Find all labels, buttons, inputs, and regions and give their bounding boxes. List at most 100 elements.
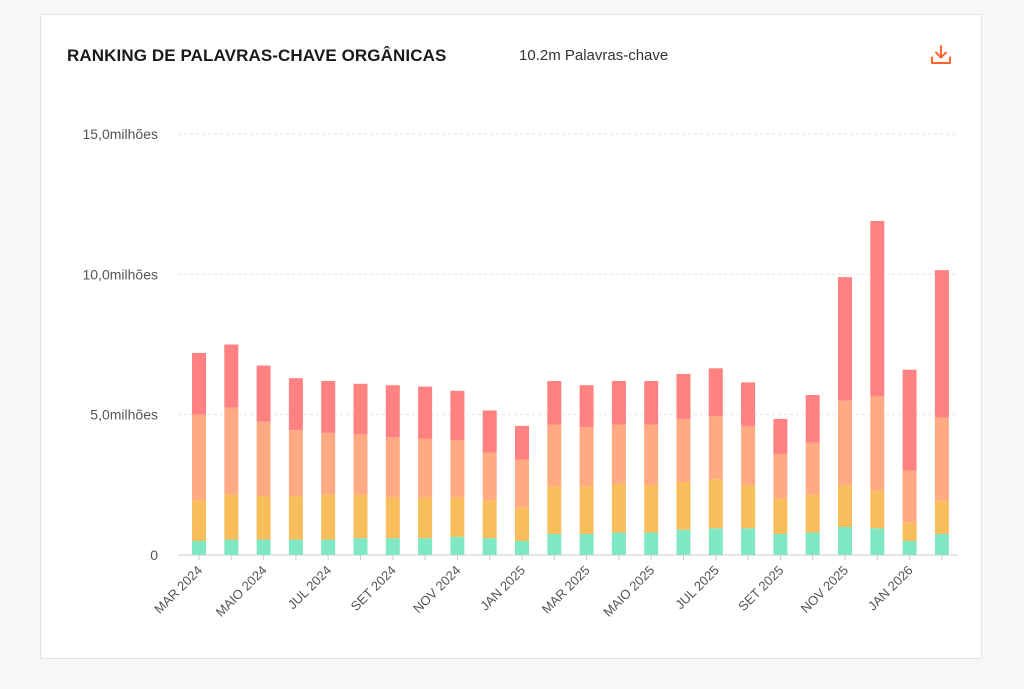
bar-segment[interactable] <box>644 484 659 533</box>
bar-stack[interactable] <box>288 378 303 555</box>
bar-segment[interactable] <box>611 380 626 425</box>
bar-segment[interactable] <box>288 539 303 555</box>
bar-segment[interactable] <box>579 486 594 534</box>
bar-segment[interactable] <box>902 522 917 541</box>
bar-segment[interactable] <box>515 425 529 460</box>
bar-segment[interactable] <box>676 529 691 555</box>
bar-segment[interactable] <box>515 459 529 508</box>
bar-segment[interactable] <box>192 500 206 541</box>
bar-segment[interactable] <box>579 533 594 555</box>
bar-segment[interactable] <box>256 496 271 540</box>
bar-segment[interactable] <box>224 539 239 555</box>
bar-segment[interactable] <box>838 484 852 527</box>
bar-segment[interactable] <box>644 424 659 485</box>
bar-segment[interactable] <box>288 430 303 497</box>
bar-segment[interactable] <box>934 500 949 534</box>
bar-stack[interactable] <box>773 418 788 555</box>
bar-segment[interactable] <box>676 482 691 530</box>
bar-stack[interactable] <box>838 277 852 555</box>
bar-segment[interactable] <box>805 494 820 533</box>
bar-segment[interactable] <box>805 532 820 555</box>
bar-segment[interactable] <box>773 498 788 534</box>
bar-segment[interactable] <box>418 538 433 555</box>
bar-segment[interactable] <box>773 533 788 555</box>
bar-stack[interactable] <box>450 390 465 555</box>
bar-segment[interactable] <box>418 497 433 539</box>
bar-segment[interactable] <box>708 416 723 480</box>
bar-stack[interactable] <box>385 385 400 555</box>
bar-stack[interactable] <box>515 425 529 555</box>
bar-segment[interactable] <box>321 432 336 495</box>
bar-segment[interactable] <box>870 528 885 555</box>
bar-segment[interactable] <box>838 400 852 485</box>
bar-segment[interactable] <box>256 365 271 422</box>
bar-segment[interactable] <box>902 470 917 523</box>
bar-segment[interactable] <box>547 380 562 425</box>
bar-segment[interactable] <box>644 380 659 425</box>
bar-segment[interactable] <box>902 540 917 555</box>
bar-segment[interactable] <box>515 540 529 555</box>
bar-segment[interactable] <box>805 395 820 443</box>
bar-segment[interactable] <box>192 540 206 555</box>
bar-stack[interactable] <box>579 385 594 555</box>
bar-segment[interactable] <box>482 500 497 539</box>
bar-segment[interactable] <box>611 532 626 555</box>
bar-segment[interactable] <box>870 396 885 491</box>
bar-stack[interactable] <box>224 344 239 556</box>
bar-segment[interactable] <box>450 439 465 498</box>
bar-segment[interactable] <box>773 453 788 499</box>
bar-segment[interactable] <box>321 494 336 540</box>
bar-segment[interactable] <box>838 526 852 555</box>
bar-stack[interactable] <box>321 380 336 555</box>
bar-segment[interactable] <box>579 385 594 428</box>
bar-stack[interactable] <box>418 386 433 555</box>
bar-segment[interactable] <box>288 378 303 431</box>
bar-segment[interactable] <box>482 452 497 501</box>
bar-segment[interactable] <box>902 369 917 471</box>
bar-segment[interactable] <box>353 538 368 555</box>
bar-segment[interactable] <box>385 385 400 438</box>
bar-segment[interactable] <box>708 528 723 555</box>
bar-segment[interactable] <box>547 424 562 487</box>
bar-segment[interactable] <box>482 538 497 555</box>
bar-segment[interactable] <box>805 442 820 495</box>
bar-segment[interactable] <box>385 437 400 498</box>
download-icon[interactable] <box>929 43 953 67</box>
bar-segment[interactable] <box>288 496 303 540</box>
bar-segment[interactable] <box>353 383 368 435</box>
bar-segment[interactable] <box>224 494 239 540</box>
bar-segment[interactable] <box>450 536 465 555</box>
bar-stack[interactable] <box>482 410 497 555</box>
bar-segment[interactable] <box>450 390 465 440</box>
bar-segment[interactable] <box>708 368 723 417</box>
bar-segment[interactable] <box>870 490 885 529</box>
bar-segment[interactable] <box>224 407 239 495</box>
bar-stack[interactable] <box>192 352 206 555</box>
bar-stack[interactable] <box>741 382 756 555</box>
bar-segment[interactable] <box>870 221 885 397</box>
bar-stack[interactable] <box>353 383 368 555</box>
bar-segment[interactable] <box>256 421 271 497</box>
bar-segment[interactable] <box>838 277 852 401</box>
bar-segment[interactable] <box>256 539 271 555</box>
bar-segment[interactable] <box>773 418 788 454</box>
bar-segment[interactable] <box>353 494 368 539</box>
bar-stack[interactable] <box>902 369 917 555</box>
bar-segment[interactable] <box>515 507 529 541</box>
bar-segment[interactable] <box>676 373 691 419</box>
bar-segment[interactable] <box>611 483 626 533</box>
bar-segment[interactable] <box>741 425 756 485</box>
bar-stack[interactable] <box>676 373 691 555</box>
bar-segment[interactable] <box>934 270 949 418</box>
bar-segment[interactable] <box>579 427 594 487</box>
bar-segment[interactable] <box>418 438 433 498</box>
bar-segment[interactable] <box>192 414 206 501</box>
bar-segment[interactable] <box>482 410 497 453</box>
bar-stack[interactable] <box>547 380 562 555</box>
bar-segment[interactable] <box>644 532 659 555</box>
bar-segment[interactable] <box>741 382 756 426</box>
bar-segment[interactable] <box>547 486 562 534</box>
bar-segment[interactable] <box>385 538 400 555</box>
bar-segment[interactable] <box>450 497 465 537</box>
bar-stack[interactable] <box>805 395 820 555</box>
